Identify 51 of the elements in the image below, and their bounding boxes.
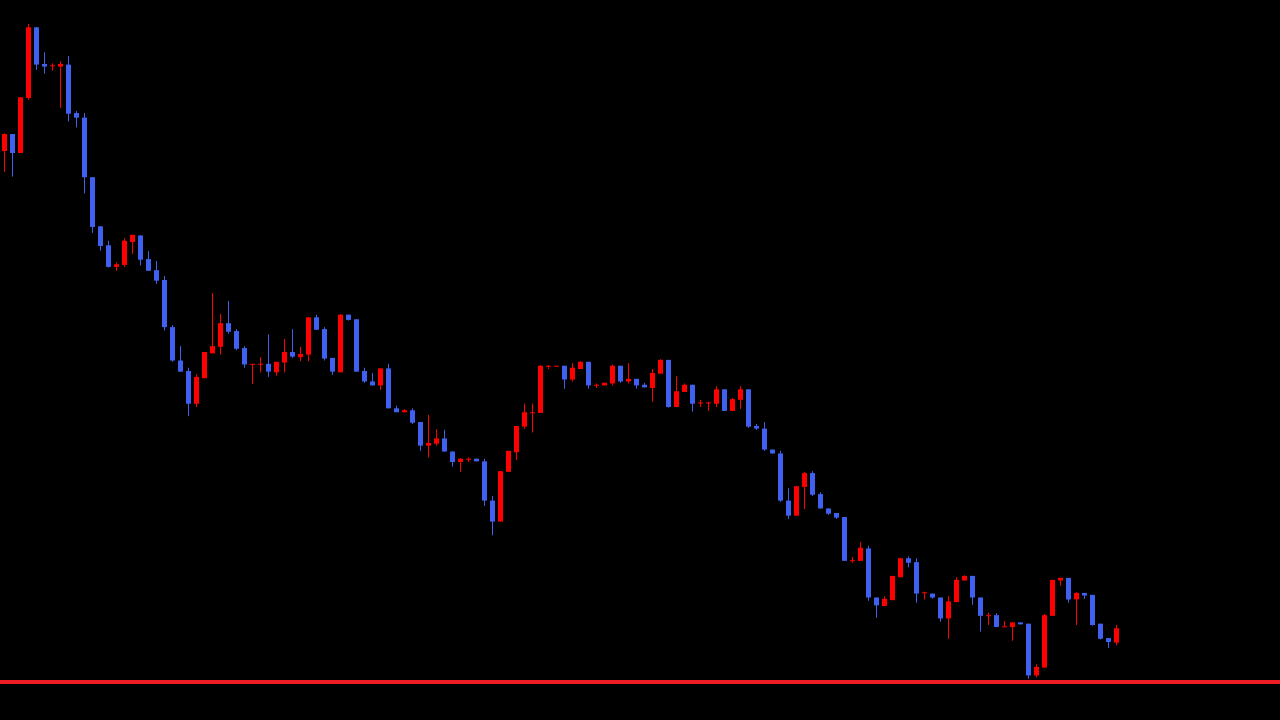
candlestick xyxy=(490,495,495,536)
candlestick xyxy=(986,612,991,626)
candlestick xyxy=(786,487,791,520)
candlestick xyxy=(858,541,863,562)
candlestick xyxy=(98,225,103,252)
candlestick xyxy=(242,345,247,369)
candlestick xyxy=(418,421,423,452)
candlestick xyxy=(266,333,271,378)
candlestick xyxy=(938,597,943,623)
candlestick xyxy=(10,133,15,178)
candlestick xyxy=(250,363,255,385)
candlestick xyxy=(258,356,263,373)
candlestick xyxy=(762,421,767,452)
candlestick xyxy=(378,367,383,391)
candlestick xyxy=(586,361,591,390)
candlestick xyxy=(50,62,55,72)
candlestick xyxy=(282,338,287,373)
candlestick xyxy=(714,385,719,408)
candlestick xyxy=(946,595,951,640)
candlestick xyxy=(178,345,183,373)
candlestick xyxy=(954,576,959,603)
candlestick xyxy=(210,292,215,354)
candlestick xyxy=(810,470,815,497)
candlestick xyxy=(58,60,63,109)
candlestick xyxy=(530,403,535,434)
candlestick xyxy=(610,363,615,386)
candlestick xyxy=(1074,591,1079,626)
candlestick xyxy=(970,575,975,606)
candlestick xyxy=(442,429,447,453)
candlestick xyxy=(226,300,231,335)
candlestick xyxy=(802,471,807,510)
candlestick xyxy=(570,362,575,382)
candlestick xyxy=(690,384,695,413)
candlestick xyxy=(978,597,983,633)
candlestick xyxy=(106,240,111,269)
candlestick xyxy=(146,250,151,272)
candlestick xyxy=(722,388,727,412)
candlestick xyxy=(218,313,223,356)
candlestick xyxy=(154,260,159,285)
candlestick xyxy=(234,328,239,351)
candlestick xyxy=(522,403,527,430)
candlestick xyxy=(42,51,47,75)
candlestick xyxy=(738,385,743,410)
candlestick xyxy=(290,328,295,359)
candlestick xyxy=(674,375,679,408)
candlestick xyxy=(1114,624,1119,646)
candlestick xyxy=(1010,621,1015,642)
candlestick xyxy=(650,368,655,403)
candlestick xyxy=(1066,577,1071,604)
candlestick xyxy=(2,132,7,173)
candlestick xyxy=(426,414,431,458)
